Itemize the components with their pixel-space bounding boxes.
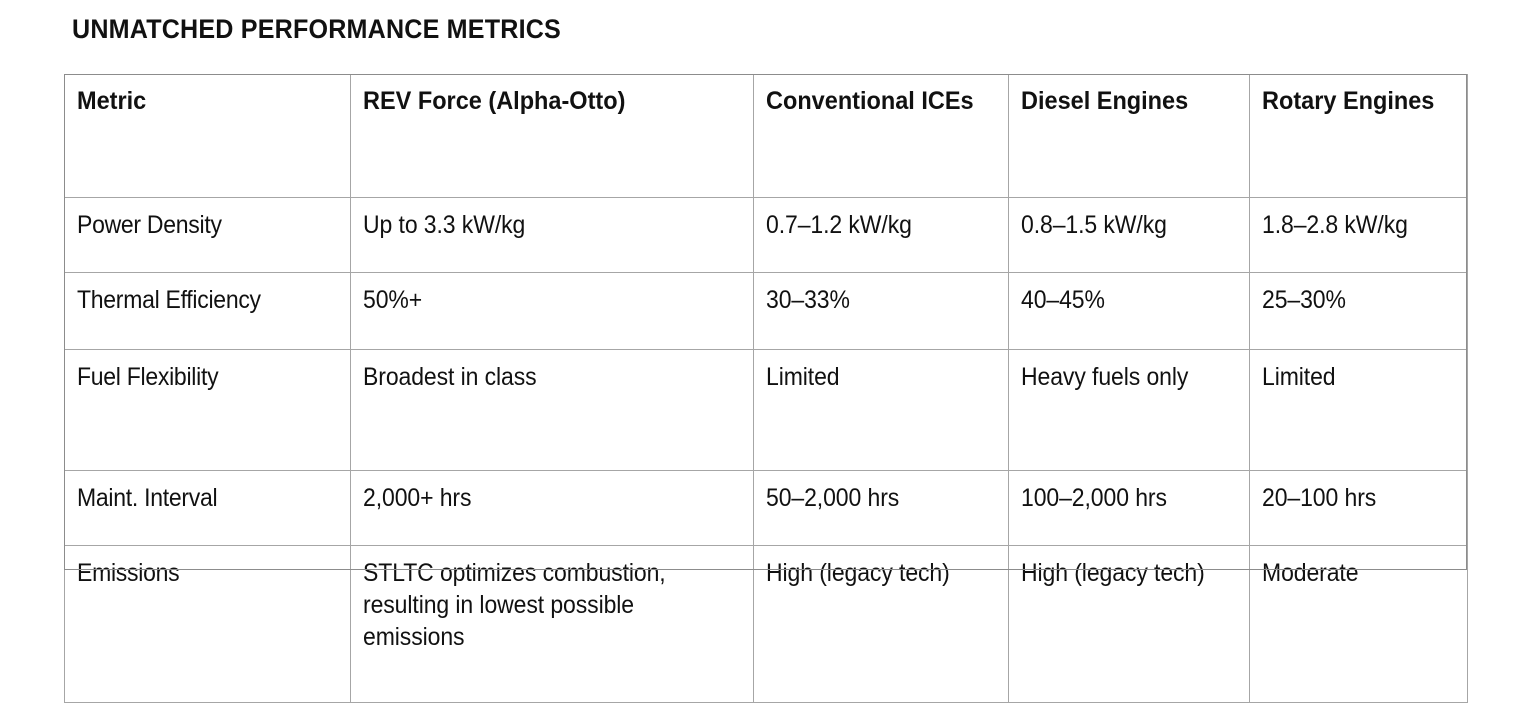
column-header-rotary-engines: Rotary Engines [1249,74,1468,198]
cell-text: 100–2,000 hrs [1021,484,1167,512]
table-row: Maint. Interval 2,000+ hrs 50–2,000 hrs … [64,470,1468,546]
cell-rotary: Moderate [1249,545,1468,703]
cell-text: Moderate [1262,559,1359,587]
table-row: Fuel Flexibility Broadest in class Limit… [64,349,1468,471]
metrics-page: UNMATCHED PERFORMANCE METRICS Metric REV… [64,14,1468,703]
cell-diesel: Heavy fuels only [1008,349,1250,471]
cell-diesel: 40–45% [1008,272,1250,350]
performance-metrics-table: Metric REV Force (Alpha-Otto) Convention… [64,74,1468,703]
cell-conventional-ice: Limited [753,349,1009,471]
cell-rotary: Limited [1249,349,1468,471]
cell-text: High (legacy tech) [1021,559,1205,587]
column-header-rev-force: REV Force (Alpha-Otto) [350,74,754,198]
cell-rev-force: Broadest in class [350,349,754,471]
column-header-conventional-ices: Conventional ICEs [753,74,1009,198]
cell-text: Limited [766,363,840,391]
cell-diesel: 100–2,000 hrs [1008,470,1250,546]
cell-conventional-ice: 0.7–1.2 kW/kg [753,197,1009,273]
cell-text: 30–33% [766,286,850,314]
cell-metric: Fuel Flexibility [64,349,351,471]
cell-text: 2,000+ hrs [363,484,472,512]
cell-text: 50–2,000 hrs [766,484,900,512]
cell-metric: Maint. Interval [64,470,351,546]
cell-text: Power Density [77,211,222,239]
table-header-row: Metric REV Force (Alpha-Otto) Convention… [64,74,1468,198]
cell-text: Thermal Efficiency [77,286,261,314]
table-row: Emissions STLTC optimizes combustion, re… [64,545,1468,703]
column-header-label: Diesel Engines [1021,87,1189,115]
cell-metric: Power Density [64,197,351,273]
cell-rev-force: STLTC optimizes combustion, resulting in… [350,545,754,703]
cell-text: Broadest in class [363,363,537,391]
column-header-metric: Metric [64,74,351,198]
cell-text: 20–100 hrs [1262,484,1377,512]
cell-text: High (legacy tech) [766,559,950,587]
column-header-label: Metric [77,87,147,115]
cell-text: Heavy fuels only [1021,363,1189,391]
cell-text: 40–45% [1021,286,1105,314]
column-header-label: Rotary Engines [1262,87,1435,115]
cell-metric: Emissions [64,545,351,703]
page-title: UNMATCHED PERFORMANCE METRICS [72,14,561,44]
cell-text: Emissions [77,559,180,587]
cell-text: STLTC optimizes combustion, resulting in… [363,559,666,651]
cell-rotary: 20–100 hrs [1249,470,1468,546]
cell-text: 0.8–1.5 kW/kg [1021,211,1167,239]
cell-rotary: 1.8–2.8 kW/kg [1249,197,1468,273]
cell-conventional-ice: 30–33% [753,272,1009,350]
cell-text: 50%+ [363,286,423,314]
column-header-diesel-engines: Diesel Engines [1008,74,1250,198]
cell-diesel: 0.8–1.5 kW/kg [1008,197,1250,273]
cell-rotary: 25–30% [1249,272,1468,350]
column-header-label: Conventional ICEs [766,87,974,115]
metrics-table-container: Metric REV Force (Alpha-Otto) Convention… [64,74,1468,703]
cell-text: Fuel Flexibility [77,363,219,391]
cell-metric: Thermal Efficiency [64,272,351,350]
cell-text: 1.8–2.8 kW/kg [1262,211,1408,239]
cell-text: 25–30% [1262,286,1346,314]
cell-rev-force: 50%+ [350,272,754,350]
cell-text: 0.7–1.2 kW/kg [766,211,912,239]
cell-conventional-ice: 50–2,000 hrs [753,470,1009,546]
cell-text: Limited [1262,363,1336,391]
cell-rev-force: 2,000+ hrs [350,470,754,546]
column-header-label: REV Force (Alpha-Otto) [363,87,626,115]
cell-text: Maint. Interval [77,484,218,512]
table-row: Thermal Efficiency 50%+ 30–33% 40–45% 25… [64,272,1468,350]
cell-diesel: High (legacy tech) [1008,545,1250,703]
table-row: Power Density Up to 3.3 kW/kg 0.7–1.2 kW… [64,197,1468,273]
cell-conventional-ice: High (legacy tech) [753,545,1009,703]
cell-text: Up to 3.3 kW/kg [363,211,526,239]
cell-rev-force: Up to 3.3 kW/kg [350,197,754,273]
